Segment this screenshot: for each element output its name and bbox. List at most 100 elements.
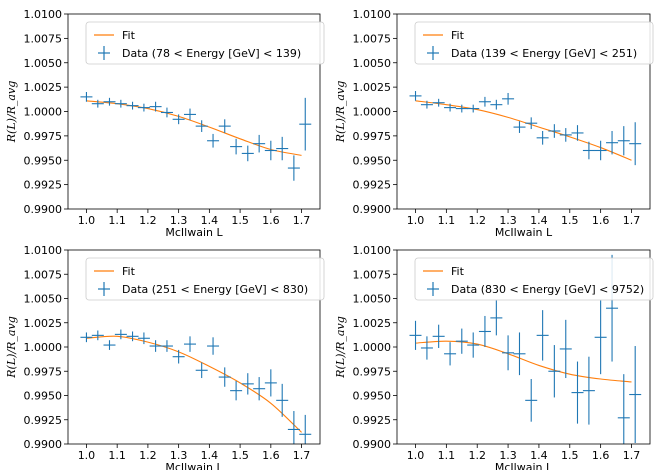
y-tick-label: 1.0100 [24,244,63,257]
data-point [444,103,457,112]
y-tick-label: 0.9900 [24,438,63,451]
y-tick-label: 1.0025 [24,317,63,330]
data-point [184,108,197,121]
y-tick-label: 0.9925 [24,179,63,192]
panel-3: 0.9900 0.9925 0.9950 0.9975 1.0000 1.0025 1.00… [5,244,325,474]
x-tick-label: 1.7 [623,214,641,227]
x-tick-label: 1.2 [139,214,157,227]
data-point [160,340,173,352]
x-tick-label: 1.3 [499,449,517,462]
legend: Fit Data (139 < Energy [GeV] < 251) [414,21,654,65]
legend-fit-label: Fit [451,29,465,42]
x-tick-label: 1.4 [201,449,219,462]
y-axis-label: R(L)/R_avg [334,81,347,143]
panel-1: 0.9900 0.9925 0.9950 0.9975 1.0000 1.0025 1.00… [5,8,325,239]
data-point [230,138,243,155]
data-point [432,98,445,107]
data-point [490,99,503,110]
data-point [195,120,208,132]
data-point [80,332,93,343]
y-tick-label: 1.0100 [353,8,392,21]
data-point [420,100,433,109]
x-tick-label: 1.4 [530,214,548,227]
data-point [478,315,491,347]
data-point [629,346,642,444]
x-tick-label: 1.0 [407,214,425,227]
y-tick-label: 0.9925 [353,414,392,427]
fit-curve [415,340,632,383]
fit-curve [86,100,302,156]
x-tick-label: 1.3 [499,214,517,227]
x-tick-label: 1.2 [468,214,486,227]
y-tick-label: 0.9925 [353,179,392,192]
data-point [432,324,445,348]
data-point [409,91,422,101]
y-tick-label: 0.9950 [353,154,392,167]
data-point [287,411,300,444]
data-point [594,300,607,375]
y-axis-label: R(L)/R_avg [5,81,18,143]
legend-data-label: Data (139 < Energy [GeV] < 251) [451,47,637,60]
x-axis-label: McIlwain L [165,461,223,470]
data-point [253,377,266,401]
axes-frame [67,249,321,445]
data-point [91,99,104,108]
panel-4: 0.9900 0.9925 0.9950 0.9975 1.0000 1.0025 1.00… [334,244,654,474]
data-point [478,96,491,107]
x-tick-label: 1.6 [262,449,280,462]
data-point [149,101,162,112]
data-point [241,373,254,395]
x-tick-label: 1.6 [592,214,610,227]
data-point [490,300,503,336]
x-tick-label: 1.0 [78,449,96,462]
x-tick-label: 1.5 [561,214,579,227]
legend: Fit Data (78 < Energy [GeV] < 139) [85,21,325,65]
data-point [455,328,468,354]
y-tick-label: 1.0050 [353,57,392,70]
y-tick-label: 0.9900 [353,438,392,451]
data-point [137,332,150,345]
x-tick-label: 1.3 [170,449,188,462]
y-tick-label: 1.0050 [353,293,392,306]
y-tick-label: 1.0025 [353,81,392,94]
data-point [571,361,584,424]
data-point [126,331,139,342]
x-tick-label: 1.7 [623,449,641,462]
data-point [241,145,254,162]
x-tick-label: 1.5 [561,449,579,462]
x-tick-label: 1.4 [201,214,219,227]
data-point [230,380,243,401]
x-tick-label: 1.6 [592,449,610,462]
data-point [103,340,116,350]
y-tick-label: 1.0000 [24,106,63,119]
data-point [184,336,197,352]
data-point [409,320,422,350]
data-point [126,101,139,110]
data-point [137,103,150,112]
x-tick-label: 1.6 [262,214,280,227]
y-tick-label: 0.9975 [353,130,392,143]
data-point [218,119,231,133]
y-tick-label: 0.9975 [24,130,63,143]
data-point [91,330,104,341]
data-point [559,319,572,379]
data-point [513,121,526,133]
x-tick-label: 1.0 [407,449,425,462]
data-point [299,97,312,151]
x-tick-label: 1.1 [108,214,126,227]
x-tick-label: 1.0 [78,214,96,227]
data-point [467,104,480,113]
y-tick-label: 1.0025 [353,317,392,330]
y-tick-label: 1.0100 [24,8,63,21]
data-point [264,140,277,161]
y-tick-label: 1.0000 [353,341,392,354]
data-point [444,342,457,366]
x-tick-label: 1.2 [139,449,157,462]
data-point [617,374,630,444]
x-tick-label: 1.7 [293,214,311,227]
x-tick-label: 1.3 [170,214,188,227]
x-tick-label: 1.4 [530,449,548,462]
axes-frame [396,249,651,445]
y-tick-label: 0.9975 [24,365,63,378]
